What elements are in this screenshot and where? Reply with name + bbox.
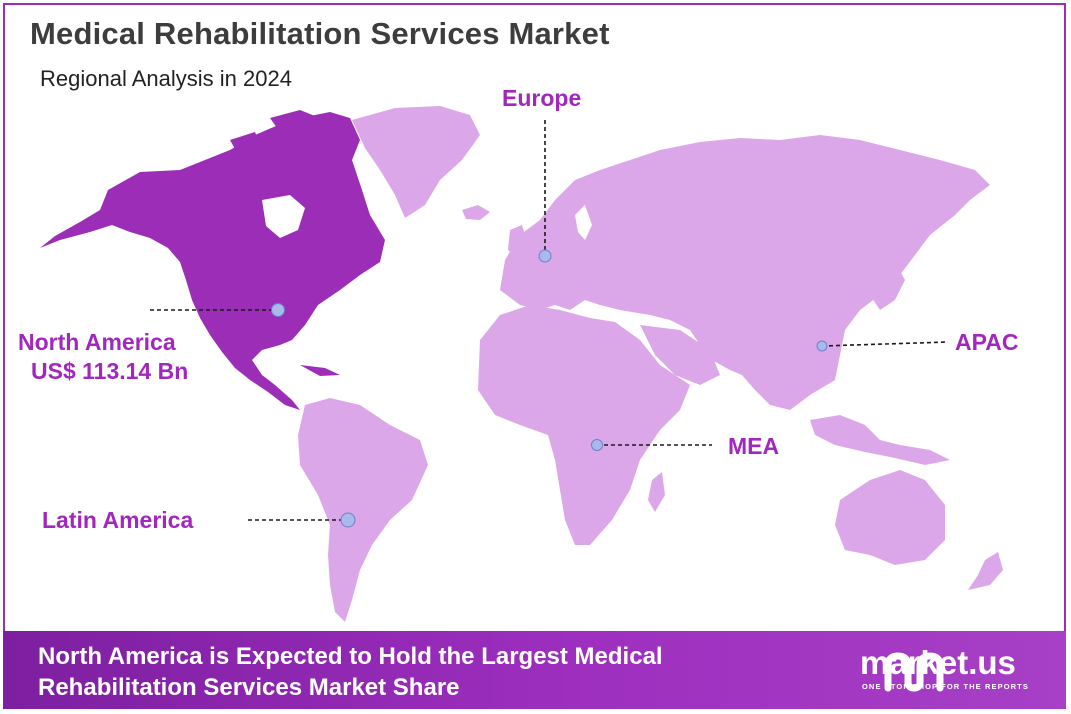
latin-america-marker xyxy=(340,512,356,528)
page-subtitle: Regional Analysis in 2024 xyxy=(40,66,292,91)
brand-tagline: ONE STOP SHOP FOR THE REPORTS xyxy=(862,682,1029,691)
mea-label: MEA xyxy=(728,433,780,459)
arabia-shape xyxy=(640,325,720,385)
market-us-logo-icon xyxy=(884,652,944,692)
greenland-shape xyxy=(352,106,480,218)
page-title: Medical Rehabilitation Services Market xyxy=(30,16,610,51)
mea-marker xyxy=(591,439,603,451)
north-america-shape xyxy=(40,112,385,410)
apac-leader-line xyxy=(821,341,949,347)
latin-america-label: Latin America xyxy=(42,507,194,533)
madagascar-shape xyxy=(648,472,665,512)
footer-text: North America is Expected to Hold the La… xyxy=(38,641,758,703)
baltic-sea-shape xyxy=(575,205,592,240)
caribbean-shape xyxy=(300,365,340,376)
eurasia-shape xyxy=(500,135,990,410)
new-zealand-shape xyxy=(968,552,1003,590)
japan-shape xyxy=(872,262,905,310)
north-america-value: US$ 113.14 Bn xyxy=(31,358,189,384)
footer-line-2: Rehabilitation Services Market Share xyxy=(38,674,460,701)
africa-shape xyxy=(478,305,690,545)
north-america-marker xyxy=(271,303,285,317)
iceland-shape xyxy=(462,205,490,220)
apac-marker xyxy=(816,340,828,352)
south-america-shape xyxy=(298,398,428,622)
europe-marker xyxy=(538,249,552,263)
uk-shape xyxy=(508,225,528,258)
hudson-bay-shape xyxy=(262,195,305,238)
north-america-label: North America xyxy=(18,329,176,355)
se-asia-islands-shape xyxy=(810,415,950,465)
arctic-islands-shape xyxy=(230,110,320,158)
europe-label: Europe xyxy=(502,85,582,111)
brand-name: market.us xyxy=(860,644,1016,681)
australia-shape xyxy=(835,470,945,565)
apac-label: APAC xyxy=(955,329,1019,355)
footer-line-1: North America is Expected to Hold the La… xyxy=(38,643,663,670)
